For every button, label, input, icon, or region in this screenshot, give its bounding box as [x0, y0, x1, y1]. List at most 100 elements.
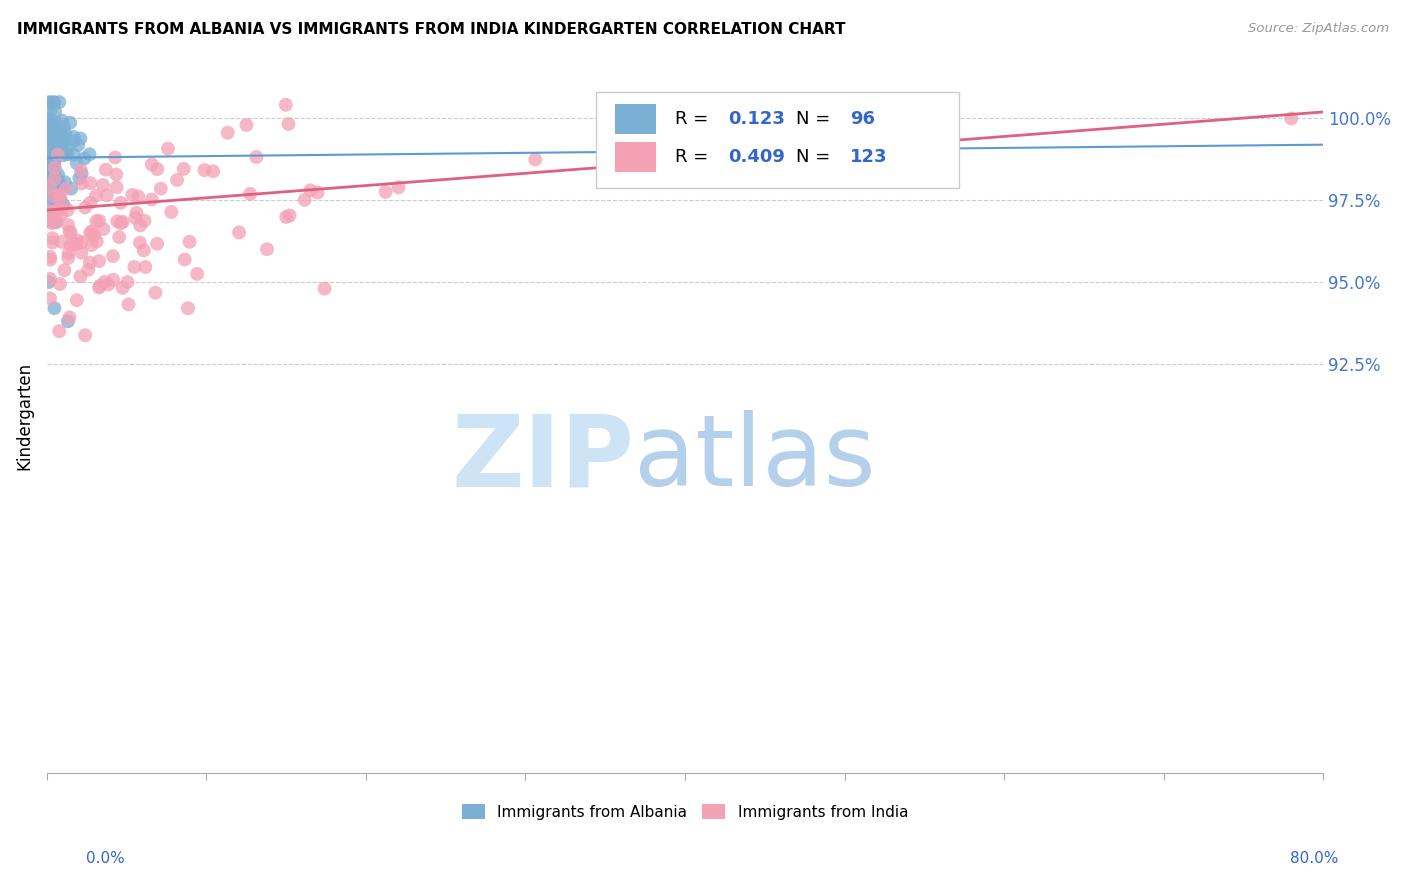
Point — [44, 171, 66, 186]
Point — [179, 235, 201, 249]
Point — [314, 282, 336, 296]
Point — [39, 167, 62, 181]
Point — [146, 162, 169, 177]
Point — [1279, 112, 1302, 126]
Point — [37, 156, 59, 170]
Point — [39, 180, 62, 194]
Point — [134, 260, 156, 274]
Point — [56, 202, 79, 217]
Point — [44, 215, 66, 229]
Point — [59, 238, 82, 252]
Point — [94, 162, 117, 177]
Point — [39, 292, 62, 306]
Point — [44, 104, 66, 119]
Point — [51, 179, 73, 194]
Point — [70, 163, 93, 178]
Point — [42, 189, 65, 203]
Point — [51, 144, 73, 158]
Point — [48, 95, 70, 109]
Point — [77, 263, 100, 277]
Point — [80, 224, 103, 238]
Point — [84, 214, 107, 228]
Point — [38, 162, 60, 177]
Point — [127, 189, 149, 203]
Point — [70, 235, 93, 250]
Point — [374, 185, 396, 199]
Point — [42, 165, 65, 179]
Point — [53, 126, 76, 140]
FancyBboxPatch shape — [614, 143, 655, 172]
Point — [52, 120, 75, 134]
Point — [44, 161, 66, 175]
Point — [38, 121, 60, 136]
Point — [41, 128, 63, 142]
Point — [79, 176, 101, 190]
Point — [38, 140, 60, 154]
Point — [276, 210, 298, 224]
Point — [69, 269, 91, 284]
Point — [37, 213, 59, 227]
Point — [41, 193, 63, 207]
Point — [79, 255, 101, 269]
Point — [51, 140, 73, 154]
Point — [70, 245, 93, 260]
Point — [49, 194, 72, 208]
Point — [132, 244, 155, 258]
Point — [42, 123, 65, 137]
Point — [307, 186, 329, 200]
Point — [166, 173, 188, 187]
Point — [96, 188, 118, 202]
Point — [39, 212, 62, 227]
Point — [51, 235, 73, 249]
Point — [160, 205, 183, 219]
Point — [39, 103, 62, 117]
Point — [39, 252, 62, 267]
Text: IMMIGRANTS FROM ALBANIA VS IMMIGRANTS FROM INDIA KINDERGARTEN CORRELATION CHART: IMMIGRANTS FROM ALBANIA VS IMMIGRANTS FR… — [17, 22, 845, 37]
Point — [202, 164, 225, 178]
Point — [59, 116, 82, 130]
Point — [110, 216, 132, 230]
Point — [44, 145, 66, 159]
Text: N =: N = — [796, 110, 837, 128]
Point — [60, 181, 83, 195]
Point — [66, 234, 89, 248]
Point — [108, 230, 131, 244]
Point — [38, 275, 60, 289]
Point — [42, 172, 65, 186]
Point — [39, 113, 62, 128]
Point — [58, 251, 80, 265]
Point — [59, 226, 82, 240]
Point — [45, 198, 67, 212]
Text: Source: ZipAtlas.com: Source: ZipAtlas.com — [1249, 22, 1389, 36]
Point — [48, 324, 70, 338]
Point — [53, 133, 76, 147]
Point — [38, 204, 60, 219]
Point — [58, 225, 80, 239]
Point — [48, 177, 70, 191]
Point — [42, 175, 65, 189]
Point — [42, 202, 65, 216]
Point — [42, 164, 65, 178]
Point — [66, 156, 89, 170]
Y-axis label: Kindergarten: Kindergarten — [15, 362, 32, 470]
Point — [56, 147, 79, 161]
Point — [173, 252, 195, 267]
Point — [39, 250, 62, 264]
Point — [86, 235, 108, 249]
Point — [111, 281, 134, 295]
Point — [146, 236, 169, 251]
Point — [101, 273, 124, 287]
Point — [39, 204, 62, 219]
Point — [56, 314, 79, 328]
Point — [105, 214, 128, 228]
Point — [274, 97, 297, 112]
Point — [83, 228, 105, 243]
Point — [44, 129, 66, 144]
Point — [173, 161, 195, 176]
Point — [62, 147, 84, 161]
Point — [39, 120, 62, 135]
FancyBboxPatch shape — [614, 103, 655, 134]
Point — [44, 133, 66, 147]
Point — [193, 163, 215, 178]
Point — [70, 177, 93, 191]
